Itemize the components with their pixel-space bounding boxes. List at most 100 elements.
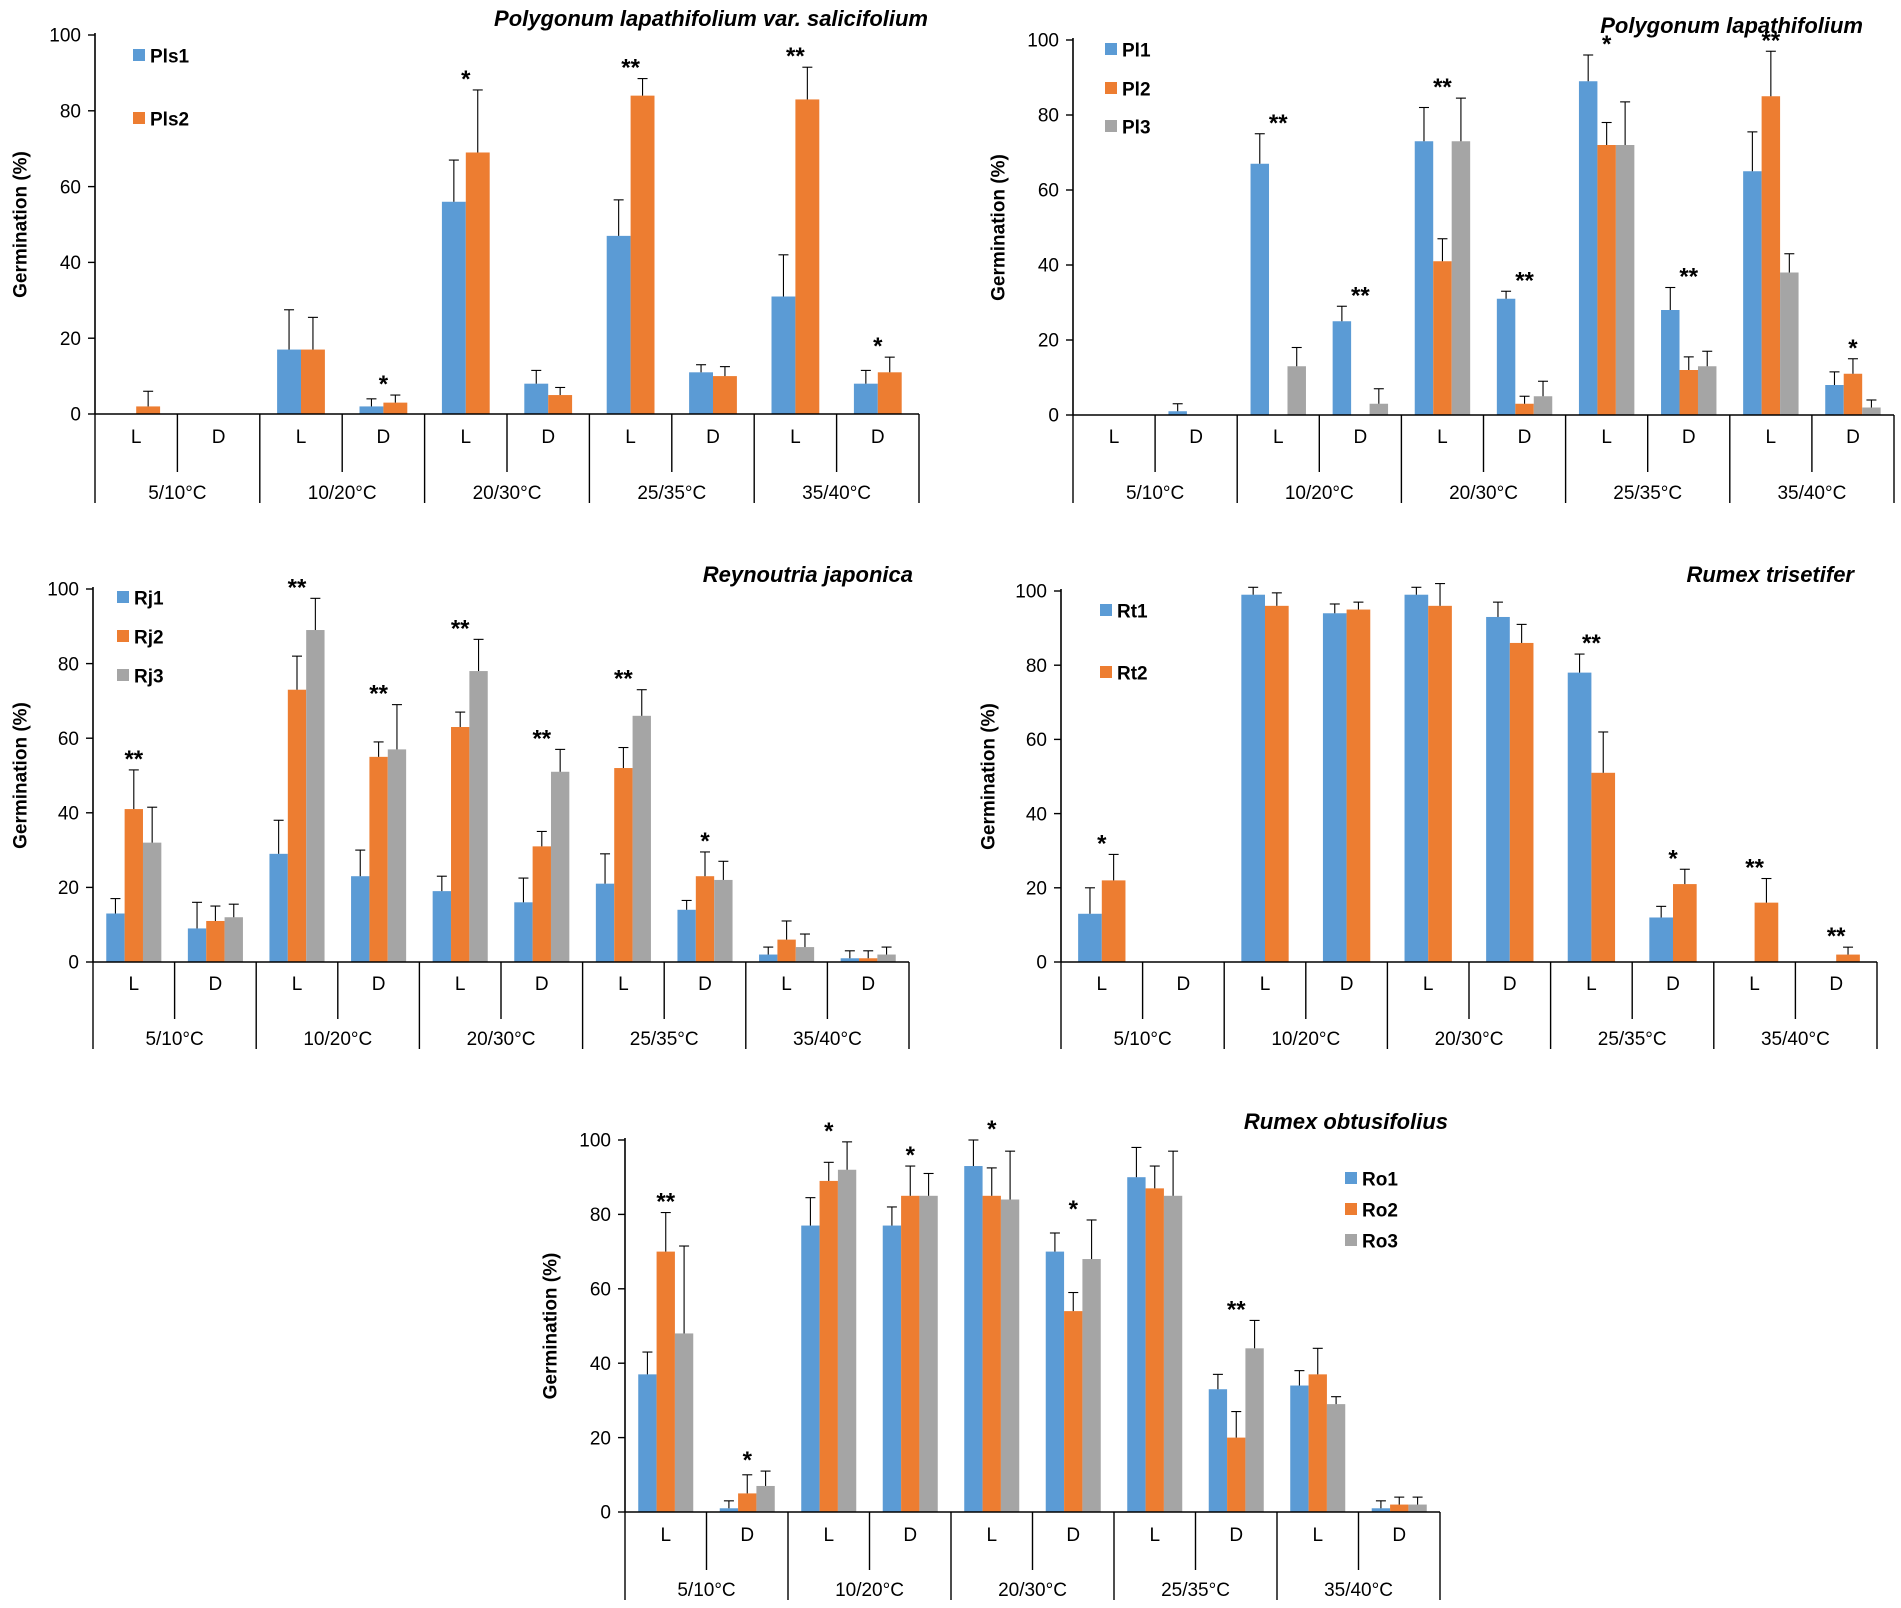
x-temperature-label: 10/20°C — [308, 483, 377, 504]
chart-title: Rumex trisetifer — [1686, 562, 1855, 587]
significance-marker: * — [461, 66, 471, 93]
x-condition-label: D — [706, 427, 720, 448]
legend-swatch-Rj2 — [117, 630, 129, 642]
significance-marker: ** — [369, 681, 388, 708]
bar-Pls2-1 — [136, 406, 161, 414]
x-condition-label: L — [1601, 427, 1612, 448]
bar-Pl1-2 — [1168, 411, 1187, 415]
y-tick-label: 40 — [590, 1354, 611, 1375]
y-tick-label: 60 — [58, 729, 79, 750]
significance-marker: ** — [1269, 110, 1288, 137]
y-tick-label: 100 — [47, 580, 79, 601]
chart-3: Reynoutria japonica Germination (%) 0 20 40 6… — [11, 562, 913, 1050]
x-condition-label: L — [131, 427, 142, 448]
bar-Ro1-9 — [1290, 1385, 1309, 1512]
bar-Pls1-8 — [689, 372, 713, 414]
significance-marker: ** — [1433, 74, 1452, 101]
x-condition-label: D — [1392, 1525, 1406, 1546]
significance-marker: * — [906, 1142, 916, 1169]
x-temperature-label: 35/40°C — [793, 1029, 862, 1050]
y-tick-label: 80 — [1038, 106, 1059, 127]
bar-Ro2-10 — [1390, 1504, 1409, 1512]
bar-Ro1-8 — [1208, 1389, 1228, 1512]
y-axis-label: Germination (%) — [989, 154, 1010, 301]
bar-Ro3-5 — [1000, 1199, 1020, 1512]
x-condition-label: D — [1229, 1525, 1243, 1546]
legend-label-Pls1: Pls1 — [150, 47, 190, 68]
bar-Rj1-5 — [432, 891, 452, 962]
bar-Ro3-2 — [756, 1485, 775, 1512]
x-condition-label: D — [740, 1525, 754, 1546]
y-axis-label: Germination (%) — [979, 703, 1000, 850]
bar-Ro3-8 — [1245, 1348, 1264, 1512]
legend-swatch-Rt2 — [1100, 666, 1112, 678]
x-condition-label: D — [871, 427, 885, 448]
bar-Pls2-7 — [630, 95, 655, 414]
bar-Rt1-3 — [1241, 594, 1265, 962]
bar-Rj3-2 — [224, 917, 243, 962]
bar-Rj3-10 — [877, 954, 896, 962]
bar-Rj2-8 — [695, 876, 715, 962]
x-condition-label: D — [209, 974, 223, 995]
legend-swatch-Ro2 — [1345, 1203, 1357, 1215]
legend-label-Pls2: Pls2 — [150, 110, 189, 131]
bar-Rt2-4 — [1346, 609, 1371, 962]
chart-title: Polygonum lapathifolium var. salicifoliu… — [494, 6, 928, 31]
bar-Pl1-4 — [1332, 321, 1352, 415]
legend-label-Rj1: Rj1 — [134, 589, 164, 610]
x-condition-label: D — [1666, 974, 1680, 995]
bar-Pl2-8 — [1679, 370, 1698, 415]
x-condition-label: L — [461, 427, 472, 448]
bar-Pls1-6 — [524, 383, 549, 414]
x-condition-label: D — [377, 427, 391, 448]
bar-Rj3-9 — [795, 947, 815, 962]
x-condition-label: L — [1260, 974, 1271, 995]
significance-marker: ** — [1762, 27, 1781, 54]
significance-marker: ** — [288, 574, 307, 601]
bar-Rj3-1 — [142, 842, 162, 962]
legend-swatch-Ro1 — [1345, 1172, 1357, 1184]
y-tick-label: 80 — [590, 1205, 611, 1226]
bar-Rt2-9 — [1754, 902, 1779, 962]
significance-marker: * — [743, 1447, 753, 1474]
significance-marker: ** — [1827, 923, 1846, 950]
bar-Rj2-6 — [532, 846, 551, 962]
x-temperature-label: 25/35°C — [1161, 1580, 1230, 1601]
significance-marker: * — [1848, 335, 1858, 362]
bar-Ro3-1 — [674, 1333, 694, 1512]
y-axis-label: Germination (%) — [541, 1253, 562, 1400]
y-tick-label: 80 — [1026, 656, 1047, 677]
bar-Rt1-8 — [1649, 917, 1673, 962]
legend-label-Pl1: Pl1 — [1122, 41, 1151, 62]
bar-Pls2-5 — [465, 152, 490, 415]
legend-label-Rj2: Rj2 — [134, 628, 164, 649]
chart-4: Rumex trisetifer Germination (%) 0 20 40 60 80… — [979, 562, 1878, 1050]
bar-Pls1-3 — [277, 349, 301, 414]
bar-Pl3-7 — [1615, 145, 1635, 415]
x-temperature-label: 20/30°C — [467, 1029, 536, 1050]
bar-Ro2-4 — [901, 1195, 920, 1512]
x-condition-label: L — [1423, 974, 1434, 995]
x-condition-label: L — [1109, 427, 1120, 448]
x-condition-label: L — [1586, 974, 1597, 995]
bar-Rj2-9 — [777, 939, 796, 962]
x-temperature-label: 20/30°C — [1449, 483, 1518, 504]
bar-Pl2-9 — [1761, 96, 1781, 415]
x-condition-label: D — [698, 974, 712, 995]
bar-Rt2-3 — [1265, 605, 1289, 962]
bar-Rt1-4 — [1322, 613, 1347, 962]
legend-swatch-Pl1 — [1105, 43, 1117, 55]
y-tick-label: 20 — [1038, 331, 1059, 352]
significance-marker: ** — [614, 666, 633, 693]
y-tick-label: 20 — [58, 878, 79, 899]
legend-swatch-Rj1 — [117, 591, 129, 603]
bar-Ro1-2 — [719, 1508, 739, 1512]
significance-marker: * — [379, 371, 389, 398]
bar-Rj1-6 — [514, 902, 533, 962]
y-tick-label: 80 — [58, 654, 79, 675]
x-condition-label: D — [1518, 427, 1532, 448]
bar-Ro3-9 — [1326, 1404, 1346, 1512]
y-tick-label: 40 — [1026, 804, 1047, 825]
bar-Pl1-7 — [1578, 81, 1598, 415]
